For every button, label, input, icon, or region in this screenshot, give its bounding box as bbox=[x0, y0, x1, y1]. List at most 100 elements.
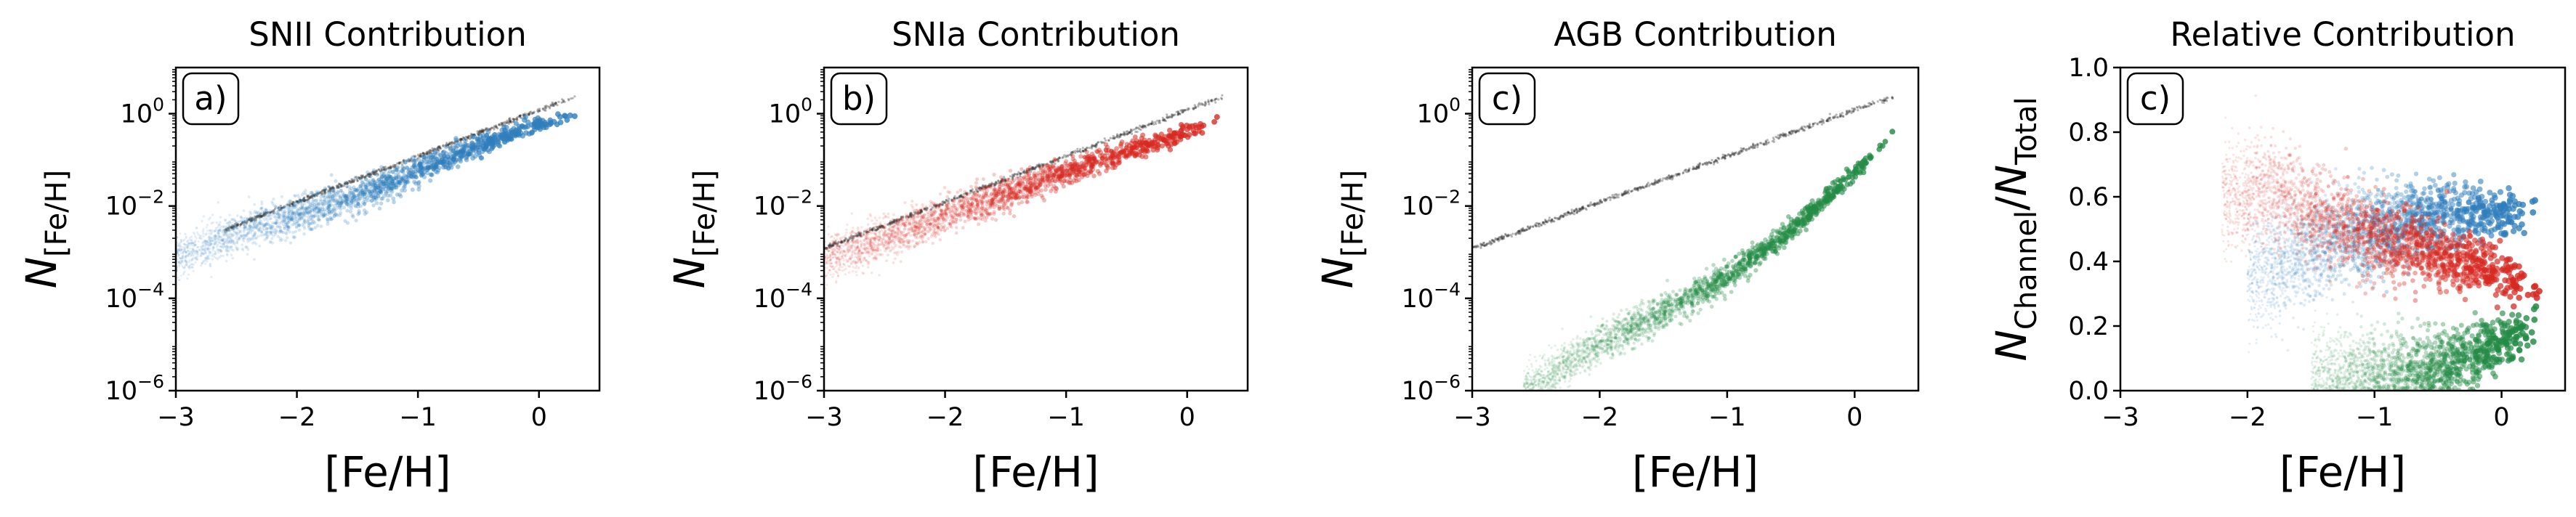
data-point bbox=[1168, 116, 1171, 119]
series-channel bbox=[176, 111, 578, 282]
data-point bbox=[258, 228, 262, 232]
data-point bbox=[216, 243, 219, 246]
data-point bbox=[238, 230, 241, 234]
data-point bbox=[225, 225, 229, 228]
data-point bbox=[316, 218, 320, 221]
data-point bbox=[282, 214, 286, 218]
data-point bbox=[347, 184, 352, 190]
data-point bbox=[460, 150, 466, 155]
data-point bbox=[214, 237, 217, 240]
data-point bbox=[409, 171, 414, 176]
data-point bbox=[956, 190, 960, 195]
data-point bbox=[530, 110, 533, 113]
data-point bbox=[209, 247, 211, 251]
data-point bbox=[336, 185, 339, 188]
data-point bbox=[352, 194, 356, 199]
data-point bbox=[269, 224, 273, 227]
data-point bbox=[379, 169, 381, 172]
data-point bbox=[449, 155, 454, 160]
data-point bbox=[329, 203, 334, 207]
data-point bbox=[433, 147, 436, 150]
data-point bbox=[180, 248, 183, 251]
data-point bbox=[932, 206, 934, 209]
data-point bbox=[419, 161, 424, 166]
data-point bbox=[391, 179, 395, 184]
data-point bbox=[209, 239, 212, 243]
data-point bbox=[486, 127, 489, 130]
data-point bbox=[211, 240, 214, 243]
data-point bbox=[427, 165, 433, 170]
data-point bbox=[441, 149, 447, 155]
data-point bbox=[429, 151, 432, 154]
data-point bbox=[310, 195, 312, 198]
data-point bbox=[294, 200, 298, 204]
data-point bbox=[490, 126, 493, 129]
data-point bbox=[260, 214, 263, 217]
data-point bbox=[386, 187, 391, 192]
data-point bbox=[303, 196, 306, 199]
data-point bbox=[379, 190, 384, 195]
data-point bbox=[339, 196, 343, 200]
data-point bbox=[509, 119, 512, 122]
data-point bbox=[368, 173, 371, 176]
data-point bbox=[877, 243, 881, 247]
data-point bbox=[296, 200, 299, 203]
data-point bbox=[403, 160, 408, 165]
data-point bbox=[403, 174, 408, 179]
data-point bbox=[352, 194, 357, 199]
data-point bbox=[248, 221, 251, 224]
data-point bbox=[1166, 113, 1168, 116]
data-point bbox=[866, 223, 870, 227]
data-point bbox=[230, 218, 234, 221]
data-point bbox=[275, 205, 279, 209]
data-point bbox=[369, 173, 372, 176]
data-point bbox=[356, 212, 360, 216]
panel-2: −3 −2 −1 0[Fe/H]10−610−410−2100N[Fe/H]SNIa … bbox=[665, 15, 1249, 497]
data-point bbox=[265, 230, 268, 234]
data-point bbox=[421, 161, 426, 166]
data-point bbox=[372, 170, 375, 173]
data-point bbox=[272, 212, 275, 215]
data-point bbox=[369, 174, 372, 176]
data-point bbox=[496, 127, 499, 130]
data-point bbox=[508, 119, 511, 122]
data-point bbox=[186, 246, 189, 249]
data-point bbox=[265, 232, 268, 235]
data-point bbox=[327, 209, 331, 213]
data-point bbox=[188, 251, 191, 253]
data-point bbox=[248, 217, 251, 220]
data-point bbox=[281, 206, 284, 209]
data-point bbox=[375, 182, 380, 186]
data-point bbox=[224, 230, 227, 233]
data-point bbox=[177, 244, 180, 247]
data-point bbox=[235, 239, 239, 243]
data-point bbox=[209, 265, 212, 268]
data-point bbox=[306, 200, 310, 204]
data-point bbox=[448, 141, 451, 144]
data-point bbox=[235, 232, 239, 236]
data-point bbox=[248, 219, 251, 221]
data-point bbox=[335, 201, 339, 205]
data-point bbox=[208, 232, 211, 235]
data-point bbox=[470, 155, 475, 161]
data-point bbox=[248, 239, 251, 243]
data-point bbox=[246, 237, 250, 240]
data-point bbox=[390, 186, 395, 191]
data-point bbox=[308, 197, 311, 200]
data-point bbox=[400, 177, 405, 182]
data-point bbox=[249, 237, 253, 241]
data-point bbox=[416, 168, 421, 173]
data-point bbox=[374, 173, 377, 176]
data-point bbox=[223, 229, 227, 233]
data-point bbox=[480, 131, 484, 134]
data-point bbox=[268, 213, 272, 217]
data-point bbox=[400, 188, 404, 193]
data-point bbox=[257, 214, 260, 218]
data-point bbox=[403, 184, 407, 189]
data-point bbox=[264, 208, 267, 212]
data-point bbox=[1123, 131, 1126, 134]
data-point bbox=[200, 264, 203, 267]
data-point bbox=[256, 216, 259, 219]
data-point bbox=[551, 102, 554, 106]
data-point bbox=[390, 166, 393, 169]
